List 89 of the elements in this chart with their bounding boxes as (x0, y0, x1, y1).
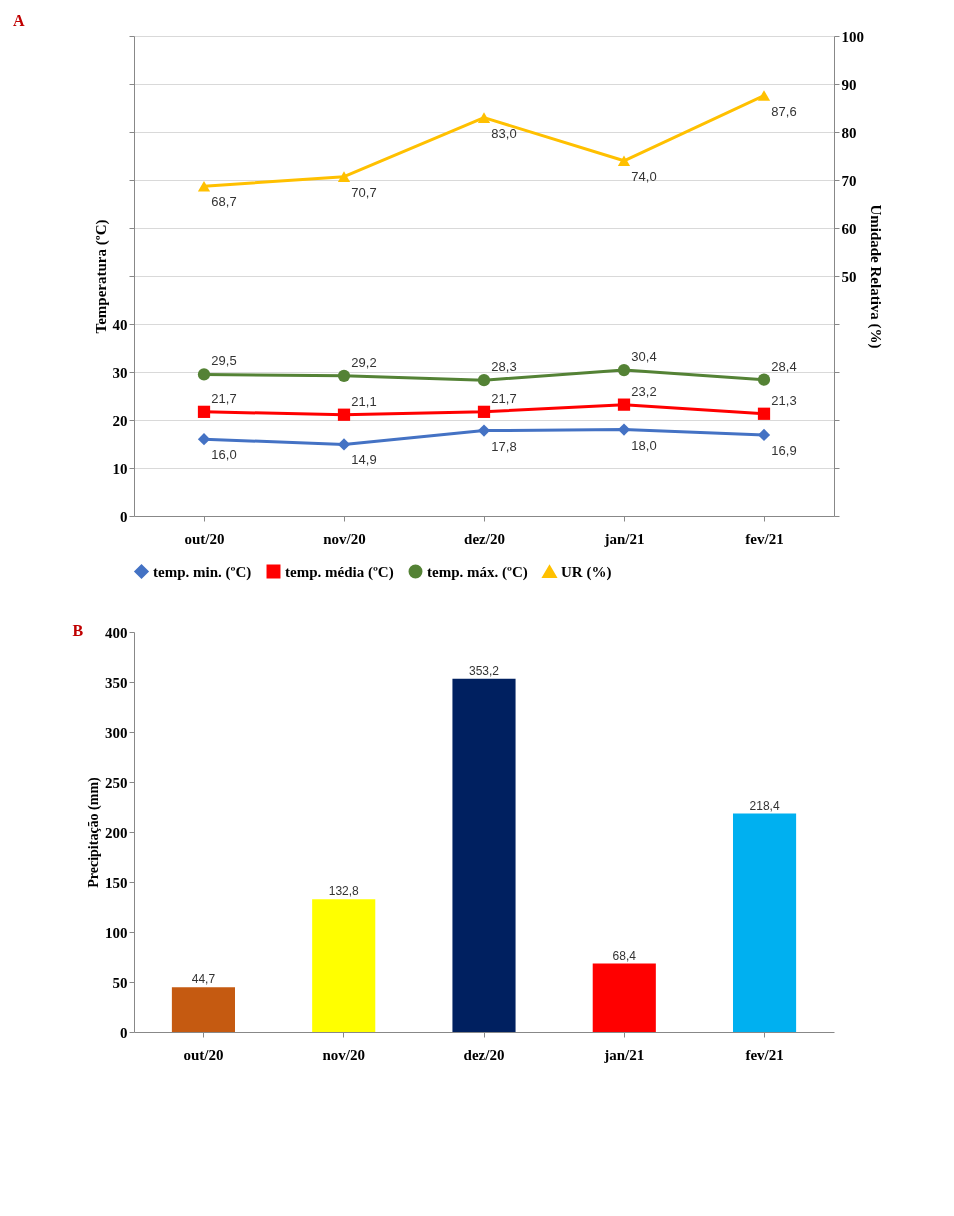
data-label: 30,4 (631, 349, 657, 365)
x-tick-label: fev/21 (745, 1046, 784, 1063)
bar (452, 678, 516, 1032)
y-tick-label: 40 (112, 316, 128, 333)
bar (592, 963, 656, 1032)
data-label: 21,7 (491, 390, 517, 406)
data-label: 87,6 (771, 103, 797, 119)
x-tick-label: jan/21 (603, 1046, 645, 1063)
point (337, 171, 351, 182)
data-label: 16,9 (771, 442, 797, 458)
point (757, 428, 771, 441)
y2-tick-label: 80 (841, 124, 857, 141)
y-tick-label: 20 (112, 412, 128, 429)
point (757, 90, 771, 101)
y2-tick-label: 90 (841, 76, 857, 93)
x-tick-label: jan/21 (603, 530, 645, 547)
y-axis-title: Temperatura (ºC) (92, 219, 110, 334)
y2-tick-label: 70 (841, 172, 857, 189)
y-tick-label: 250 (105, 774, 128, 791)
bar (733, 813, 797, 1032)
data-label: 28,4 (771, 358, 797, 374)
point (337, 438, 351, 451)
y-tick-label: 350 (105, 674, 128, 691)
point (477, 112, 491, 123)
y2-tick-label: 50 (841, 268, 857, 285)
point (617, 423, 631, 436)
point (337, 369, 351, 382)
y-tick-label: 200 (105, 824, 128, 841)
point (477, 374, 491, 387)
legend-label: temp. máx. (ºC) (427, 563, 528, 581)
y-tick-label: 150 (105, 874, 128, 891)
point (477, 405, 491, 418)
data-label: 29,2 (351, 354, 377, 370)
y-tick-label: 300 (105, 724, 128, 741)
data-label: 74,0 (631, 168, 657, 184)
data-label: 14,9 (351, 452, 377, 468)
y-tick-label: 10 (112, 460, 128, 477)
y-tick-label: 0 (120, 508, 128, 525)
point (197, 368, 211, 381)
data-label: 68,4 (612, 948, 637, 963)
x-tick-label: dez/20 (463, 1046, 505, 1063)
y-tick-label: 0 (120, 1024, 128, 1041)
y-tick-label: 30 (112, 364, 128, 381)
y-axis-title: Precipitação (mm) (86, 776, 102, 888)
data-label: 132,8 (328, 884, 360, 899)
y-tick-label: 50 (112, 974, 128, 991)
point (617, 363, 631, 377)
data-label: 18,0 (631, 437, 657, 453)
x-tick-label: out/20 (183, 1046, 224, 1063)
point (757, 407, 771, 420)
point (617, 398, 631, 411)
data-label: 16,0 (211, 447, 237, 463)
point (477, 424, 491, 437)
data-label: 44,7 (191, 972, 216, 987)
legend-label: UR (%) (561, 563, 612, 581)
data-label: 17,8 (491, 438, 517, 454)
data-label: 29,5 (211, 353, 237, 369)
bar (171, 987, 235, 1032)
point (197, 180, 211, 192)
point (197, 433, 211, 446)
data-label: 21,1 (351, 393, 377, 409)
data-label: 28,3 (491, 359, 517, 375)
data-label: 218,4 (749, 798, 780, 813)
data-label: 23,2 (631, 383, 657, 399)
bar (312, 899, 376, 1032)
point (617, 155, 631, 167)
data-label: 353,2 (468, 663, 500, 678)
y2-tick-label: 100 (841, 28, 864, 45)
data-label: 21,7 (211, 390, 237, 406)
x-tick-label: out/20 (184, 530, 225, 547)
y2-tick-label: 60 (841, 220, 857, 237)
y2-axis-title: Umidade Relativa (%) (867, 204, 884, 349)
x-tick-label: fev/21 (745, 530, 784, 547)
y-tick-label: 400 (105, 624, 128, 641)
data-label: 83,0 (491, 125, 517, 141)
chart-title: B (72, 622, 84, 639)
x-tick-label: nov/20 (323, 530, 366, 547)
point (337, 408, 351, 421)
y-tick-label: 100 (105, 924, 128, 941)
data-label: 21,3 (771, 392, 797, 408)
data-label: 68,7 (211, 194, 237, 210)
point (757, 373, 771, 386)
x-tick-label: dez/20 (464, 530, 505, 547)
chart-title: A (13, 12, 25, 29)
x-tick-label: nov/20 (322, 1046, 365, 1063)
point (197, 405, 211, 418)
legend-label: temp. min. (ºC) (153, 563, 252, 581)
data-label: 70,7 (351, 184, 377, 200)
legend-label: temp. média (ºC) (285, 563, 394, 581)
